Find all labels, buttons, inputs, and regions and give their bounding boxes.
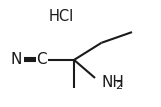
Text: C: C [37,52,47,67]
Text: HCl: HCl [49,9,74,24]
Text: N: N [10,52,22,67]
Text: 2: 2 [115,81,122,91]
Text: NH: NH [101,75,124,90]
